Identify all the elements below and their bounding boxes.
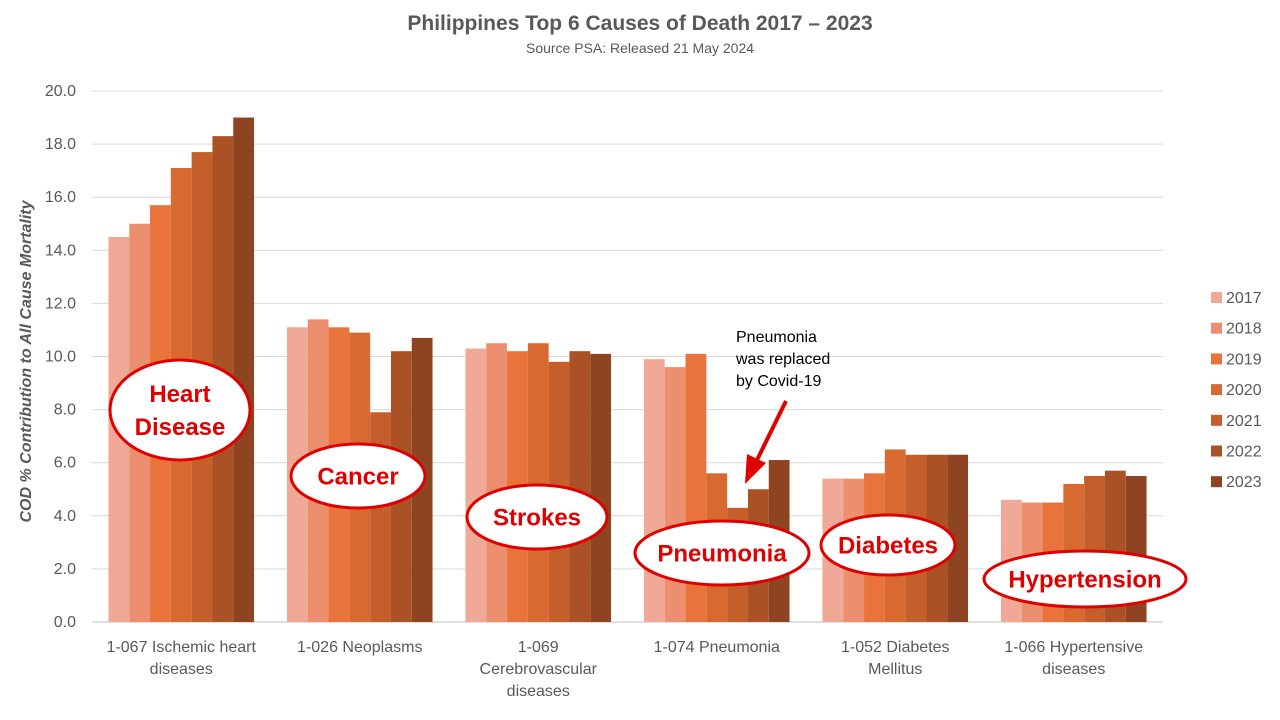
legend-swatch bbox=[1211, 353, 1222, 365]
callout-ellipse bbox=[819, 513, 957, 577]
x-tick-label: 1-052 Diabetes bbox=[841, 639, 950, 656]
callout-ellipse bbox=[982, 549, 1188, 609]
legend-label: 2017 bbox=[1226, 290, 1262, 307]
callout-label: Strokes bbox=[493, 505, 581, 532]
callout-label: Hypertension bbox=[1008, 567, 1161, 594]
annotation-text: by Covid-19 bbox=[736, 373, 821, 390]
legend-swatch bbox=[1211, 414, 1222, 426]
y-tick-label: 8.0 bbox=[54, 402, 76, 419]
bar bbox=[664, 367, 686, 622]
legend-label: 2021 bbox=[1226, 413, 1262, 430]
x-tick-label: 1-066 Hypertensive bbox=[1004, 639, 1143, 656]
x-tick-label: 1-067 Ischemic heart bbox=[107, 639, 257, 656]
legend-label: 2018 bbox=[1226, 321, 1262, 338]
x-tick-label: diseases bbox=[507, 683, 570, 700]
bar bbox=[465, 348, 487, 622]
bar-series bbox=[108, 117, 1147, 623]
x-tick-label: Mellitus bbox=[868, 661, 922, 678]
annotation-note: Pneumonia was replaced by Covid-19 bbox=[735, 329, 830, 484]
legend-swatch bbox=[1211, 322, 1222, 334]
y-tick-label: 4.0 bbox=[54, 508, 76, 525]
callout-labels: Heart Disease Cancer Strokes Pneumonia Diabet… bbox=[108, 358, 1188, 609]
y-tick-label: 2.0 bbox=[54, 561, 76, 578]
x-tick-label: diseases bbox=[150, 661, 213, 678]
chart-title: Philippines Top 6 Causes of Death 2017 –… bbox=[407, 12, 873, 35]
legend-label: 2020 bbox=[1226, 382, 1262, 399]
bar bbox=[233, 117, 255, 623]
bar bbox=[643, 359, 665, 622]
bar bbox=[569, 351, 591, 622]
bar bbox=[527, 343, 549, 622]
bar bbox=[486, 343, 508, 622]
callout-ellipse bbox=[289, 442, 427, 510]
y-tick-label: 0.0 bbox=[54, 614, 76, 631]
chart-subtitle: Source PSA: Released 21 May 2024 bbox=[525, 40, 755, 56]
x-tick-label: 1-026 Neoplasms bbox=[297, 639, 422, 656]
y-tick-label: 6.0 bbox=[54, 455, 76, 472]
legend-swatch bbox=[1211, 476, 1222, 488]
bar bbox=[590, 353, 612, 622]
gridlines bbox=[92, 90, 1163, 623]
legend-label: 2022 bbox=[1226, 444, 1262, 461]
callout-label: Heart bbox=[149, 381, 210, 408]
legend-label: 2023 bbox=[1226, 474, 1262, 491]
callout-label: Cancer bbox=[317, 464, 398, 491]
legend-swatch bbox=[1211, 445, 1222, 457]
y-tick-label: 20.0 bbox=[45, 83, 76, 100]
annotation-text: was replaced bbox=[735, 351, 830, 368]
y-tick-label: 10.0 bbox=[45, 349, 76, 366]
callout-label: Disease bbox=[135, 414, 226, 441]
callout-ellipse bbox=[633, 519, 811, 587]
legend-swatch bbox=[1211, 292, 1222, 303]
callout-ellipse bbox=[108, 358, 252, 462]
x-tick-label: Cerebrovascular bbox=[480, 661, 598, 678]
bar bbox=[947, 454, 969, 622]
y-tick-label: 14.0 bbox=[45, 242, 76, 259]
x-tick-label: 1-074 Pneumonia bbox=[654, 639, 780, 656]
annotation-arrow-head bbox=[745, 454, 766, 484]
y-axis-label: COD % Contribution to All Cause Mortalit… bbox=[18, 199, 35, 522]
callout-label: Pneumonia bbox=[657, 541, 787, 568]
x-tick-label: diseases bbox=[1042, 661, 1105, 678]
callout-label: Diabetes bbox=[838, 533, 938, 560]
y-tick-label: 12.0 bbox=[45, 295, 76, 312]
legend: 2017 2018 2019 2020 2021 2022 2023 bbox=[1211, 290, 1262, 491]
annotation-arrow-shaft bbox=[755, 400, 788, 461]
legend-swatch bbox=[1211, 384, 1222, 396]
annotation-text: Pneumonia bbox=[736, 329, 817, 346]
x-tick-label: 1-069 bbox=[518, 639, 559, 656]
y-tick-label: 18.0 bbox=[45, 136, 76, 153]
legend-label: 2019 bbox=[1226, 351, 1262, 368]
y-tick-label: 16.0 bbox=[45, 189, 76, 206]
axes: 0.0 2.0 4.0 6.0 8.0 10.0 12.0 14.0 16.0 18.0 20.0 C… bbox=[18, 83, 1143, 700]
callout-ellipse bbox=[465, 483, 609, 551]
